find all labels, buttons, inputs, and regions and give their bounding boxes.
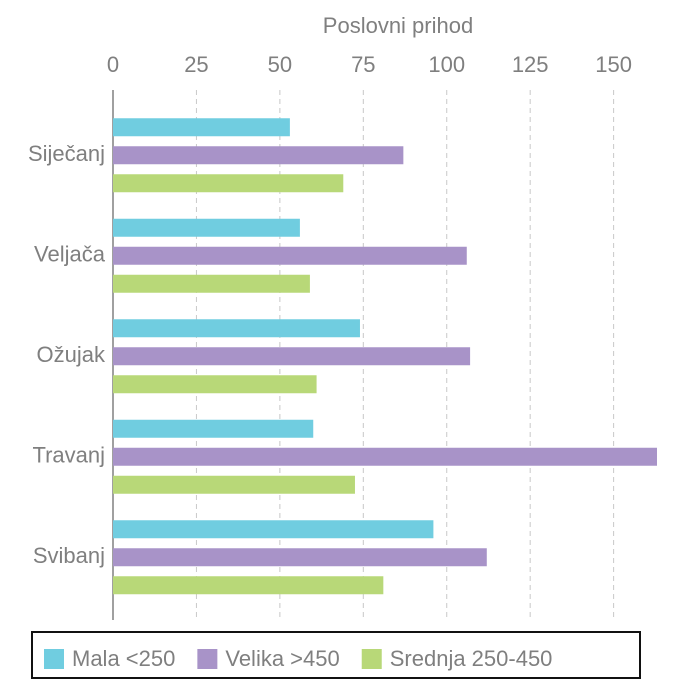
axis-title: Poslovni prihod (323, 13, 473, 38)
bar (113, 118, 290, 137)
bar (113, 146, 404, 165)
legend-label: Mala <250 (72, 646, 175, 671)
y-tick-label: Veljača (34, 242, 106, 267)
legend-swatch (361, 649, 382, 669)
bar (113, 475, 355, 494)
x-tick-label: 0 (107, 52, 119, 77)
bar (113, 548, 487, 567)
legend-label: Srednja 250-450 (390, 646, 553, 671)
bar (113, 375, 317, 394)
y-tick-label: Travanj (32, 443, 105, 468)
bar (113, 447, 657, 466)
y-tick-label: Svibanj (33, 543, 105, 568)
bar (113, 319, 360, 338)
bar (113, 347, 471, 366)
bar (113, 218, 300, 237)
bar (113, 520, 434, 539)
legend-swatch (44, 649, 64, 669)
y-tick-label: Ožujak (37, 342, 106, 367)
legend-swatch (197, 649, 218, 669)
bar (113, 246, 467, 265)
x-tick-label: 25 (184, 52, 208, 77)
bar (113, 174, 344, 193)
bar (113, 576, 384, 595)
bar (113, 274, 310, 293)
bar (113, 419, 314, 438)
x-tick-label: 75 (351, 52, 375, 77)
x-tick-label: 50 (268, 52, 292, 77)
x-tick-label: 125 (512, 52, 549, 77)
legend-label: Velika >450 (225, 646, 339, 671)
x-tick-label: 100 (428, 52, 465, 77)
legend-box (31, 631, 641, 679)
y-tick-label: Siječanj (28, 141, 105, 166)
x-tick-label: 150 (595, 52, 632, 77)
